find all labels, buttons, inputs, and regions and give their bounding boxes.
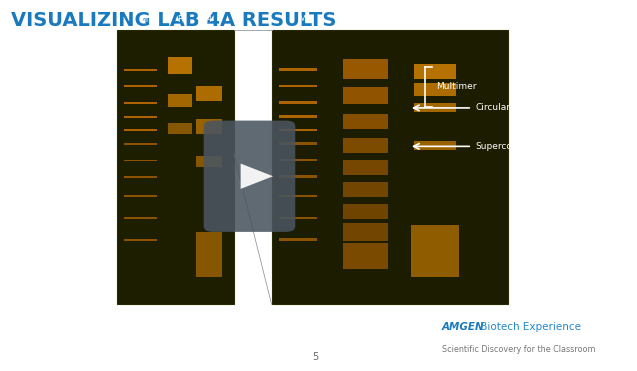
Polygon shape [241, 164, 273, 189]
Bar [196, 119, 222, 134]
Bar [343, 160, 388, 175]
Bar [196, 156, 222, 167]
Text: 5: 5 [313, 352, 319, 362]
Bar [279, 129, 317, 131]
Bar [117, 236, 234, 249]
Bar [117, 194, 234, 208]
Text: R+: R+ [202, 15, 215, 24]
Text: R-: R- [177, 15, 185, 24]
Text: M: M [299, 15, 306, 24]
Text: Scientific Discovery for the Classroom: Scientific Discovery for the Classroom [442, 345, 596, 354]
Bar [117, 98, 234, 112]
Bar [124, 129, 157, 131]
Bar [117, 181, 234, 194]
Bar [117, 277, 234, 290]
Bar [117, 290, 234, 304]
Bar [343, 114, 388, 128]
Bar [413, 141, 456, 151]
Bar [279, 239, 317, 241]
Bar [117, 208, 234, 222]
Bar [271, 30, 508, 304]
Bar [124, 239, 157, 241]
Bar [117, 30, 234, 304]
Bar [196, 86, 222, 101]
Bar [168, 123, 192, 134]
Bar [343, 59, 388, 79]
Bar [343, 243, 388, 269]
Bar [117, 126, 234, 139]
Bar [124, 176, 157, 178]
FancyBboxPatch shape [204, 121, 296, 232]
Bar [279, 217, 317, 219]
Bar [168, 57, 192, 73]
Bar [117, 263, 234, 277]
Bar [343, 138, 388, 153]
Bar [279, 194, 317, 197]
Bar [279, 68, 317, 71]
Bar [117, 30, 234, 43]
Bar [279, 101, 317, 104]
Bar [124, 116, 157, 118]
Bar [117, 112, 234, 126]
Bar [117, 85, 234, 98]
Bar [124, 85, 157, 87]
Bar [124, 195, 157, 197]
Bar [279, 159, 317, 161]
Bar [343, 204, 388, 219]
Bar [117, 139, 234, 153]
Bar [117, 222, 234, 236]
Bar [124, 217, 157, 219]
Text: Supercoil: Supercoil [475, 142, 517, 151]
Bar [279, 85, 317, 87]
Bar [412, 225, 459, 277]
Bar [117, 71, 234, 85]
Bar [413, 64, 456, 79]
Text: VISUALIZING LAB 4A RESULTS: VISUALIZING LAB 4A RESULTS [11, 11, 337, 30]
Bar [117, 57, 234, 71]
Bar [413, 83, 456, 96]
Bar [124, 69, 157, 71]
Bar [343, 182, 388, 197]
Bar [279, 142, 317, 145]
Bar [279, 175, 317, 178]
Bar [124, 143, 157, 145]
Text: Biotech Experience: Biotech Experience [477, 322, 581, 332]
Text: R+: R+ [435, 15, 449, 24]
Bar [117, 43, 234, 57]
Bar [279, 115, 317, 118]
Bar [117, 249, 234, 263]
Bar [117, 153, 234, 167]
Text: R-: R- [374, 15, 383, 24]
Bar [124, 102, 157, 104]
Text: M: M [140, 15, 147, 24]
Bar [413, 103, 456, 112]
Bar [117, 167, 234, 181]
Bar [124, 160, 157, 161]
Text: AMGEN: AMGEN [442, 322, 485, 332]
Bar [343, 223, 388, 241]
Text: Circular: Circular [475, 104, 510, 112]
Text: Multimer: Multimer [436, 82, 476, 91]
Bar [168, 93, 192, 106]
Bar [343, 87, 388, 104]
Bar [196, 232, 222, 277]
